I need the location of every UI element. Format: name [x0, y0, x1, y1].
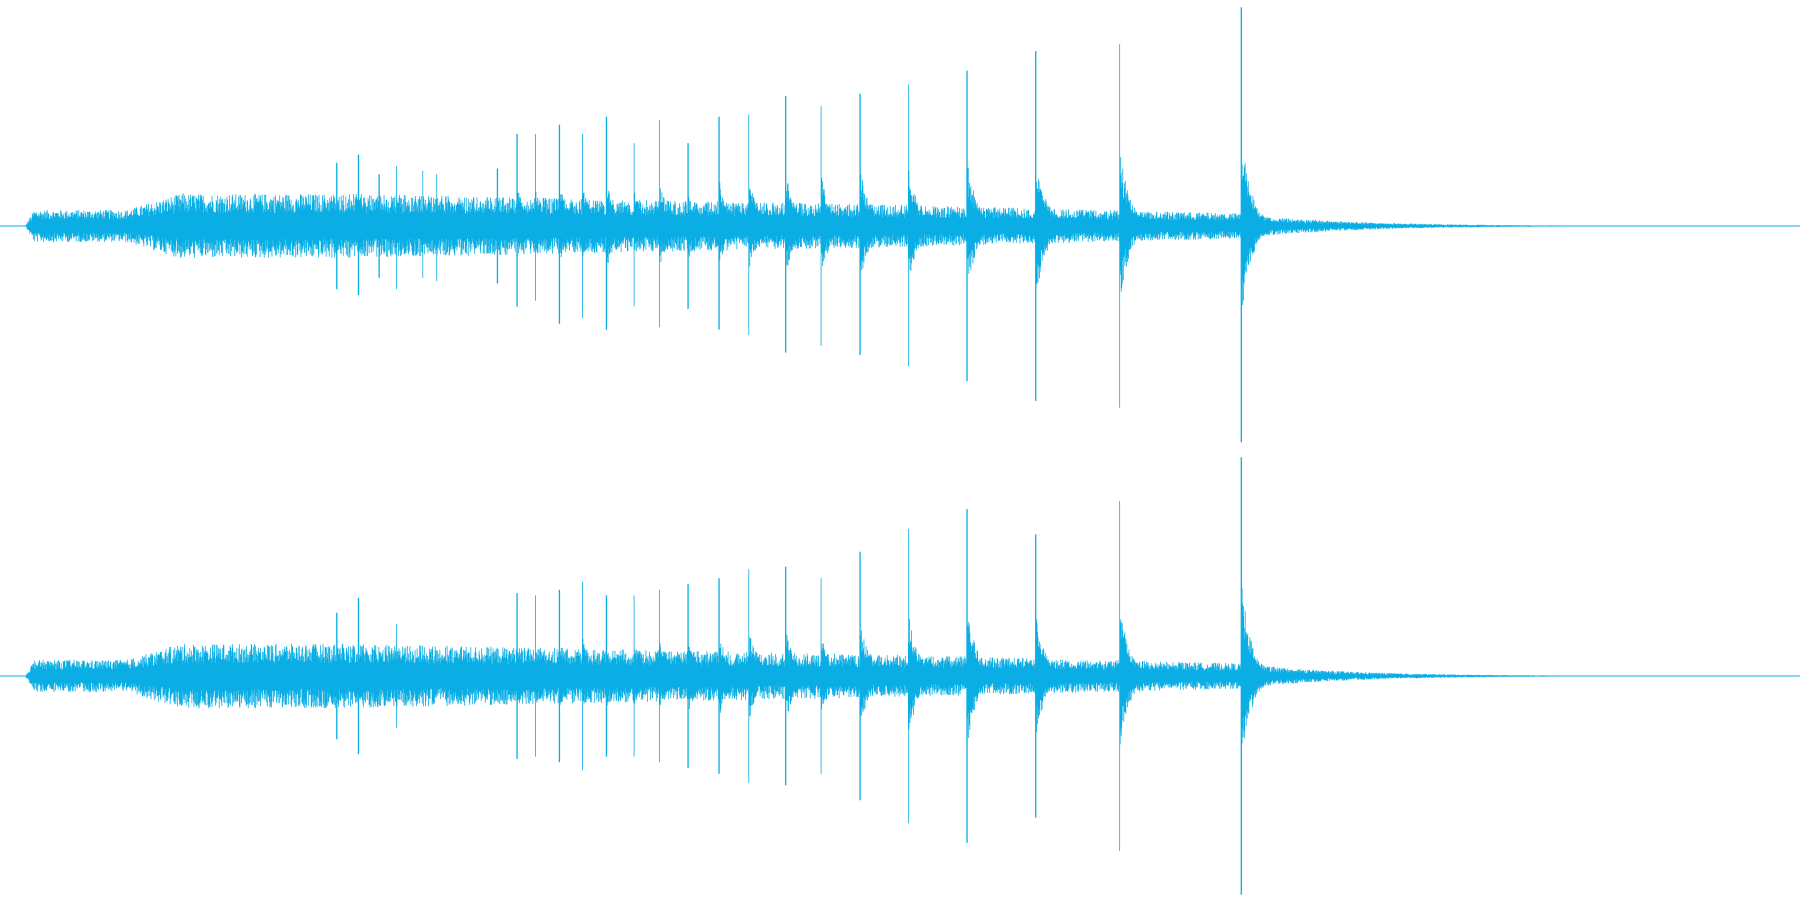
channel-2-waveform — [25, 457, 1608, 895]
channel-1-waveform — [25, 7, 1608, 443]
